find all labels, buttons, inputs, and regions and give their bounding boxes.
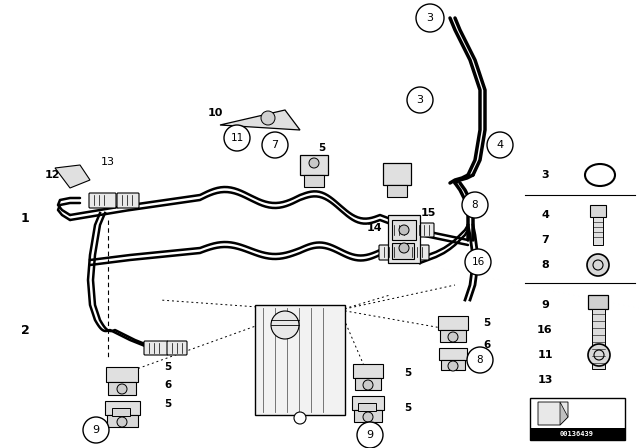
- FancyBboxPatch shape: [352, 396, 384, 410]
- Text: 12: 12: [44, 170, 60, 180]
- Circle shape: [588, 344, 610, 366]
- Text: 5: 5: [164, 399, 172, 409]
- Text: 5: 5: [164, 362, 172, 372]
- Text: 13: 13: [538, 375, 553, 385]
- FancyBboxPatch shape: [358, 403, 376, 411]
- Circle shape: [407, 87, 433, 113]
- Text: 6: 6: [164, 380, 172, 390]
- Text: 9: 9: [541, 300, 549, 310]
- FancyBboxPatch shape: [392, 243, 414, 259]
- Text: 16: 16: [472, 257, 484, 267]
- Text: 11: 11: [537, 350, 553, 360]
- FancyBboxPatch shape: [117, 193, 139, 208]
- Text: 6: 6: [483, 340, 491, 350]
- FancyBboxPatch shape: [383, 163, 411, 185]
- Text: 3: 3: [417, 95, 424, 105]
- FancyBboxPatch shape: [590, 205, 606, 217]
- Circle shape: [117, 417, 127, 427]
- Text: 8: 8: [472, 200, 478, 210]
- FancyBboxPatch shape: [353, 364, 383, 378]
- Text: 4: 4: [541, 210, 549, 220]
- Circle shape: [294, 412, 306, 424]
- FancyBboxPatch shape: [105, 401, 140, 415]
- FancyBboxPatch shape: [112, 408, 130, 416]
- FancyBboxPatch shape: [304, 175, 324, 187]
- Polygon shape: [538, 402, 568, 425]
- Circle shape: [83, 417, 109, 443]
- Circle shape: [271, 311, 299, 339]
- Text: 7: 7: [271, 140, 278, 150]
- Circle shape: [117, 384, 127, 394]
- FancyBboxPatch shape: [530, 398, 625, 440]
- Circle shape: [261, 111, 275, 125]
- Text: 13: 13: [101, 157, 115, 167]
- Circle shape: [309, 158, 319, 168]
- Text: 3: 3: [541, 170, 549, 180]
- Text: 8: 8: [477, 355, 483, 365]
- Circle shape: [448, 332, 458, 342]
- Polygon shape: [55, 165, 90, 188]
- FancyBboxPatch shape: [392, 220, 416, 240]
- Text: 5: 5: [483, 318, 491, 328]
- FancyBboxPatch shape: [439, 348, 467, 360]
- Circle shape: [357, 422, 383, 448]
- Text: 14: 14: [367, 223, 383, 233]
- Circle shape: [363, 412, 373, 422]
- Circle shape: [416, 4, 444, 32]
- FancyBboxPatch shape: [354, 410, 382, 422]
- Text: 8: 8: [541, 260, 549, 270]
- Polygon shape: [220, 110, 300, 130]
- Circle shape: [467, 347, 493, 373]
- Text: 5: 5: [404, 403, 412, 413]
- Circle shape: [262, 132, 288, 158]
- FancyBboxPatch shape: [592, 309, 605, 369]
- FancyBboxPatch shape: [167, 341, 187, 355]
- FancyBboxPatch shape: [387, 185, 407, 197]
- Text: 7: 7: [541, 235, 549, 245]
- FancyBboxPatch shape: [300, 155, 328, 175]
- Text: 4: 4: [497, 140, 504, 150]
- Text: 00136439: 00136439: [560, 431, 594, 437]
- Circle shape: [487, 132, 513, 158]
- Text: 16: 16: [537, 325, 553, 335]
- Circle shape: [448, 361, 458, 371]
- Circle shape: [399, 243, 409, 253]
- Text: 5: 5: [318, 143, 326, 153]
- FancyBboxPatch shape: [389, 223, 413, 237]
- FancyBboxPatch shape: [108, 382, 136, 395]
- Text: 1: 1: [20, 211, 29, 224]
- Circle shape: [587, 254, 609, 276]
- FancyBboxPatch shape: [255, 305, 345, 415]
- FancyBboxPatch shape: [106, 367, 138, 382]
- Text: 15: 15: [420, 208, 436, 218]
- Text: 11: 11: [230, 133, 244, 143]
- FancyBboxPatch shape: [144, 341, 168, 355]
- FancyBboxPatch shape: [530, 428, 625, 440]
- Text: 9: 9: [92, 425, 100, 435]
- FancyBboxPatch shape: [593, 217, 603, 245]
- Circle shape: [224, 125, 250, 151]
- Circle shape: [363, 380, 373, 390]
- FancyBboxPatch shape: [438, 316, 468, 330]
- FancyBboxPatch shape: [89, 193, 116, 208]
- FancyBboxPatch shape: [588, 295, 608, 309]
- Polygon shape: [560, 402, 568, 425]
- Text: 2: 2: [20, 323, 29, 336]
- FancyBboxPatch shape: [414, 223, 434, 237]
- Text: 3: 3: [426, 13, 433, 23]
- Circle shape: [462, 192, 488, 218]
- FancyBboxPatch shape: [355, 378, 381, 390]
- FancyBboxPatch shape: [441, 360, 465, 370]
- FancyBboxPatch shape: [379, 245, 406, 260]
- Text: 5: 5: [404, 368, 412, 378]
- Text: 9: 9: [367, 430, 374, 440]
- Circle shape: [399, 225, 409, 235]
- FancyBboxPatch shape: [107, 415, 138, 427]
- Text: 10: 10: [207, 108, 223, 118]
- Circle shape: [465, 249, 491, 275]
- FancyBboxPatch shape: [388, 215, 420, 263]
- FancyBboxPatch shape: [407, 245, 429, 260]
- FancyBboxPatch shape: [440, 330, 466, 342]
